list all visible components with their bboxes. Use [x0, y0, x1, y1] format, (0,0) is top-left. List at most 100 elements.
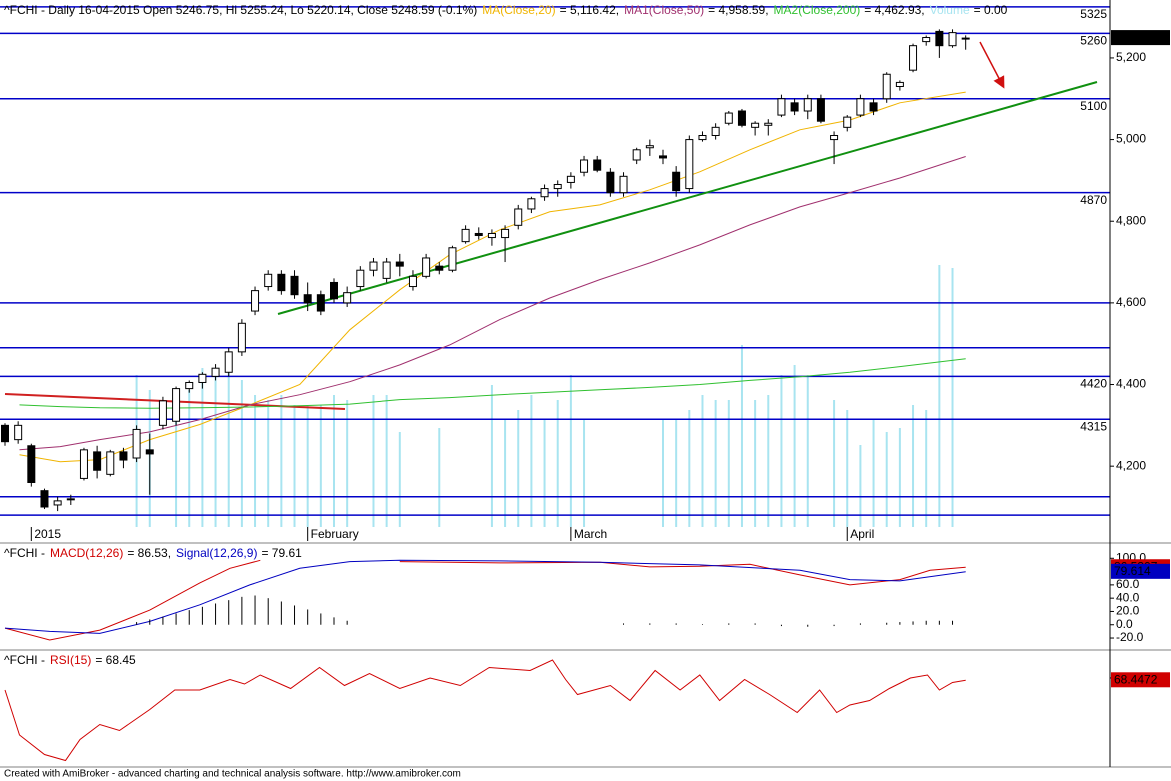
candle-body — [224, 351, 233, 373]
candle-body — [474, 232, 483, 237]
volume-bar — [925, 410, 928, 527]
moving-average — [19, 358, 966, 409]
y-tick-label: 0.0 — [1116, 617, 1133, 631]
candle-body — [856, 98, 865, 116]
volume-bar — [662, 420, 664, 527]
y-tick-label: 5,200 — [1116, 50, 1146, 64]
value-box — [1111, 672, 1170, 688]
candle-body — [672, 171, 681, 192]
candle-body — [145, 449, 154, 455]
volume-bar — [188, 390, 191, 527]
candle-body — [119, 451, 128, 461]
indicator-line — [4, 659, 966, 762]
volume-bar — [951, 268, 954, 527]
volume-bar — [398, 432, 401, 527]
candle-body — [1, 424, 9, 443]
candle-body — [211, 367, 220, 377]
candle-body — [606, 171, 615, 194]
volume-bar — [912, 405, 915, 527]
volume-bar — [306, 405, 309, 527]
volume-bar — [438, 428, 441, 527]
volume-bar — [517, 410, 520, 527]
candle-body — [553, 183, 562, 190]
candle-body — [816, 98, 825, 122]
volume-bar — [254, 395, 257, 527]
level-label: 5325 — [1080, 7, 1107, 21]
header-part: Signal(12,26,9) — [176, 546, 257, 560]
value-box-label: 79.614 — [1114, 564, 1151, 578]
volume-bar — [675, 420, 678, 527]
volume-bar — [583, 420, 586, 527]
volume-bar — [504, 420, 507, 527]
candle-body — [961, 37, 970, 40]
volume-bar — [333, 395, 335, 527]
candle-body — [53, 500, 62, 506]
candle-body — [724, 112, 733, 124]
header-part: MACD(12,26) — [50, 546, 123, 560]
volume-bar — [727, 400, 730, 527]
candle-body — [922, 37, 931, 43]
candle-body — [540, 188, 549, 198]
candle-body — [935, 30, 944, 47]
candle-body — [790, 102, 799, 112]
x-tick-label: March — [574, 527, 607, 541]
y-tick-label: 4,400 — [1116, 377, 1146, 391]
candle-body — [316, 294, 325, 312]
header-part: = 4,958.59, — [708, 3, 768, 17]
candle-body — [395, 261, 404, 267]
candle-body — [290, 275, 299, 296]
volume-bar — [543, 420, 546, 527]
volume-bar — [240, 380, 243, 527]
candle-body — [343, 292, 352, 304]
volume-bar — [201, 368, 204, 527]
header-part: ^FCHI - — [4, 546, 45, 560]
front-layer: 4,200 4,400 4,600 4,800 5,000 5,200 5325 5260 51… — [1, 3, 1170, 762]
volume-bar — [490, 385, 493, 527]
candle-body — [303, 294, 312, 304]
volume-bar — [846, 410, 849, 527]
candle-body — [711, 126, 720, 136]
candle-body — [698, 134, 707, 141]
candle-body — [632, 149, 641, 161]
level-label: 4315 — [1080, 419, 1107, 433]
volume-bar — [701, 395, 704, 527]
volume-bar — [780, 375, 783, 527]
y-tick-label: 60.0 — [1116, 577, 1140, 591]
candle-body — [408, 275, 417, 288]
volume-bar — [293, 405, 296, 527]
x-tick-label: April — [850, 527, 874, 541]
candle-body — [158, 400, 167, 426]
candle-body — [330, 281, 338, 300]
candle-body — [93, 451, 102, 471]
volume-bar — [227, 360, 230, 527]
candle-body — [830, 134, 839, 141]
candle-body — [737, 110, 746, 126]
y-tick-label: 4,800 — [1116, 213, 1146, 227]
level-label: 5100 — [1080, 99, 1107, 113]
arrow — [979, 41, 1005, 89]
value-box — [1111, 563, 1170, 579]
candle-body — [382, 261, 391, 279]
volume-bar — [938, 265, 941, 527]
y-tick-label: -20.0 — [1116, 630, 1144, 644]
candle-body — [566, 175, 575, 183]
candle-body — [106, 451, 115, 475]
volume-bar — [793, 365, 796, 527]
candle-body — [843, 116, 852, 128]
candle-body — [264, 273, 273, 288]
header-part: = 5,116.42, — [560, 3, 620, 17]
header-part: RSI(15) — [50, 653, 91, 667]
header-background — [0, 0, 1010, 18]
header-part: = 4,462.93, — [864, 3, 924, 17]
candle-body — [948, 32, 957, 47]
moving-average — [19, 156, 966, 451]
trend-line-up — [277, 81, 1098, 315]
candle-body — [619, 175, 628, 194]
volume-bar — [740, 345, 743, 527]
x-tick-label: February — [311, 527, 359, 541]
candle-body — [27, 445, 36, 484]
candle-body — [277, 273, 286, 292]
volume-bar — [214, 375, 217, 527]
